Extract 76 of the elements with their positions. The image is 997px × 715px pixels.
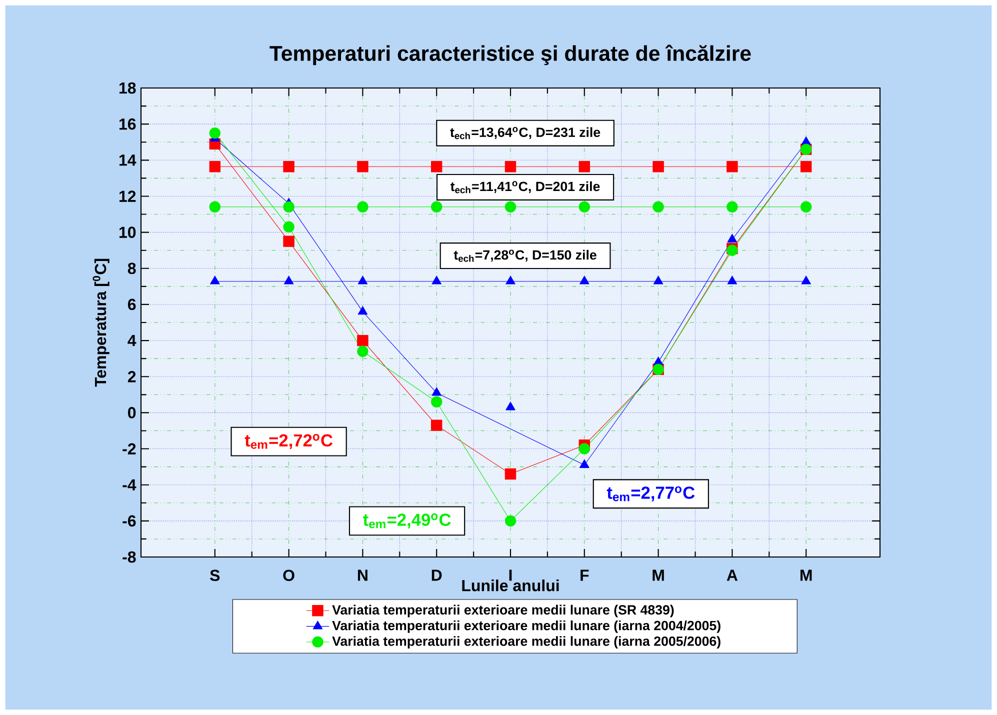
point <box>801 276 811 284</box>
x-tick-label: D <box>432 570 442 581</box>
point <box>726 201 738 212</box>
x-tick-label: A <box>726 570 738 581</box>
point <box>358 276 368 284</box>
x-tick-label: I <box>509 570 512 581</box>
annotation: t$_{ech}$=13,64$^{o}$C, D=231 zile <box>450 127 600 140</box>
x-tick-label: S <box>210 570 220 582</box>
point <box>727 276 738 284</box>
y-tick-label: -8 <box>122 551 136 563</box>
y-tick-label: 10 <box>119 226 136 238</box>
y-tick-label: -4 <box>122 479 136 490</box>
point <box>283 236 294 247</box>
point <box>800 161 812 172</box>
point <box>283 161 294 172</box>
x-axis-title: Lunile anului <box>462 580 559 592</box>
y-tick-label: 4 <box>128 335 136 346</box>
y-tick-label: 2 <box>128 371 136 382</box>
point <box>652 161 664 172</box>
point <box>283 201 294 212</box>
y-tick-label: 16 <box>119 118 136 130</box>
chart-title: Temperaturi caracteristice şi durate de încălzire <box>270 44 751 66</box>
point <box>357 201 368 212</box>
y-tick-label: 18 <box>119 82 136 94</box>
legend-label: Variatia temperaturii exterioare medii lunare (SR 4839) <box>332 604 674 618</box>
point <box>653 276 664 284</box>
point <box>358 306 368 315</box>
point <box>430 201 442 212</box>
point <box>578 443 590 454</box>
point <box>504 201 516 212</box>
point <box>210 276 220 284</box>
legend-label: Variatia temperaturii exterioare medii lunare (iarna 2005/2006) <box>332 636 720 649</box>
point <box>209 161 221 172</box>
annotation: t$_{em}$=2,72$^{o}$C <box>244 434 333 450</box>
point <box>432 387 442 396</box>
point <box>800 201 812 212</box>
point <box>357 346 368 357</box>
point <box>284 276 294 284</box>
point <box>504 468 516 480</box>
y-tick-label: 12 <box>119 190 136 202</box>
point <box>580 276 590 284</box>
y-tick-label: -2 <box>122 443 136 454</box>
point <box>430 161 442 172</box>
point <box>283 221 294 232</box>
annotation: t$_{em}$=2,77$^{o}$C <box>606 486 695 502</box>
point <box>578 201 590 212</box>
legend-label: Variatia temperaturii exterioare medii lunare (iarna 2004/2005) <box>332 620 720 633</box>
point <box>652 201 664 212</box>
point <box>430 420 442 431</box>
point <box>504 515 516 527</box>
y-tick-label: 6 <box>128 298 136 310</box>
point <box>578 161 590 172</box>
x-tick-label: M <box>800 570 812 581</box>
point <box>580 459 590 468</box>
y-axis-title: Temperatura [$^{0}$C] <box>92 258 110 387</box>
point <box>209 127 221 139</box>
x-tick-label: N <box>358 570 368 581</box>
point <box>357 334 368 346</box>
y-tick-label: 8 <box>128 262 136 274</box>
x-tick-label: O <box>283 570 294 582</box>
annotation: t$_{ech}$=7,28$^{o}$C, D=150 zile <box>454 250 596 262</box>
point <box>506 276 516 284</box>
x-tick-label: F <box>580 570 589 581</box>
point <box>430 396 442 408</box>
annotation: t$_{ech}$=11,41$^{o}$C, D=201 zile <box>450 181 600 194</box>
y-tick-label: -6 <box>122 515 136 527</box>
y-tick-label: 0 <box>128 407 136 418</box>
x-tick-label: M <box>652 570 664 581</box>
point <box>726 161 738 172</box>
point <box>432 276 442 284</box>
annotation: t$_{em}$=2,49$^{o}$C <box>363 513 451 528</box>
point <box>504 161 516 172</box>
point <box>727 234 738 242</box>
point <box>209 201 221 212</box>
point <box>357 161 368 172</box>
y-tick-label: 14 <box>119 154 136 166</box>
